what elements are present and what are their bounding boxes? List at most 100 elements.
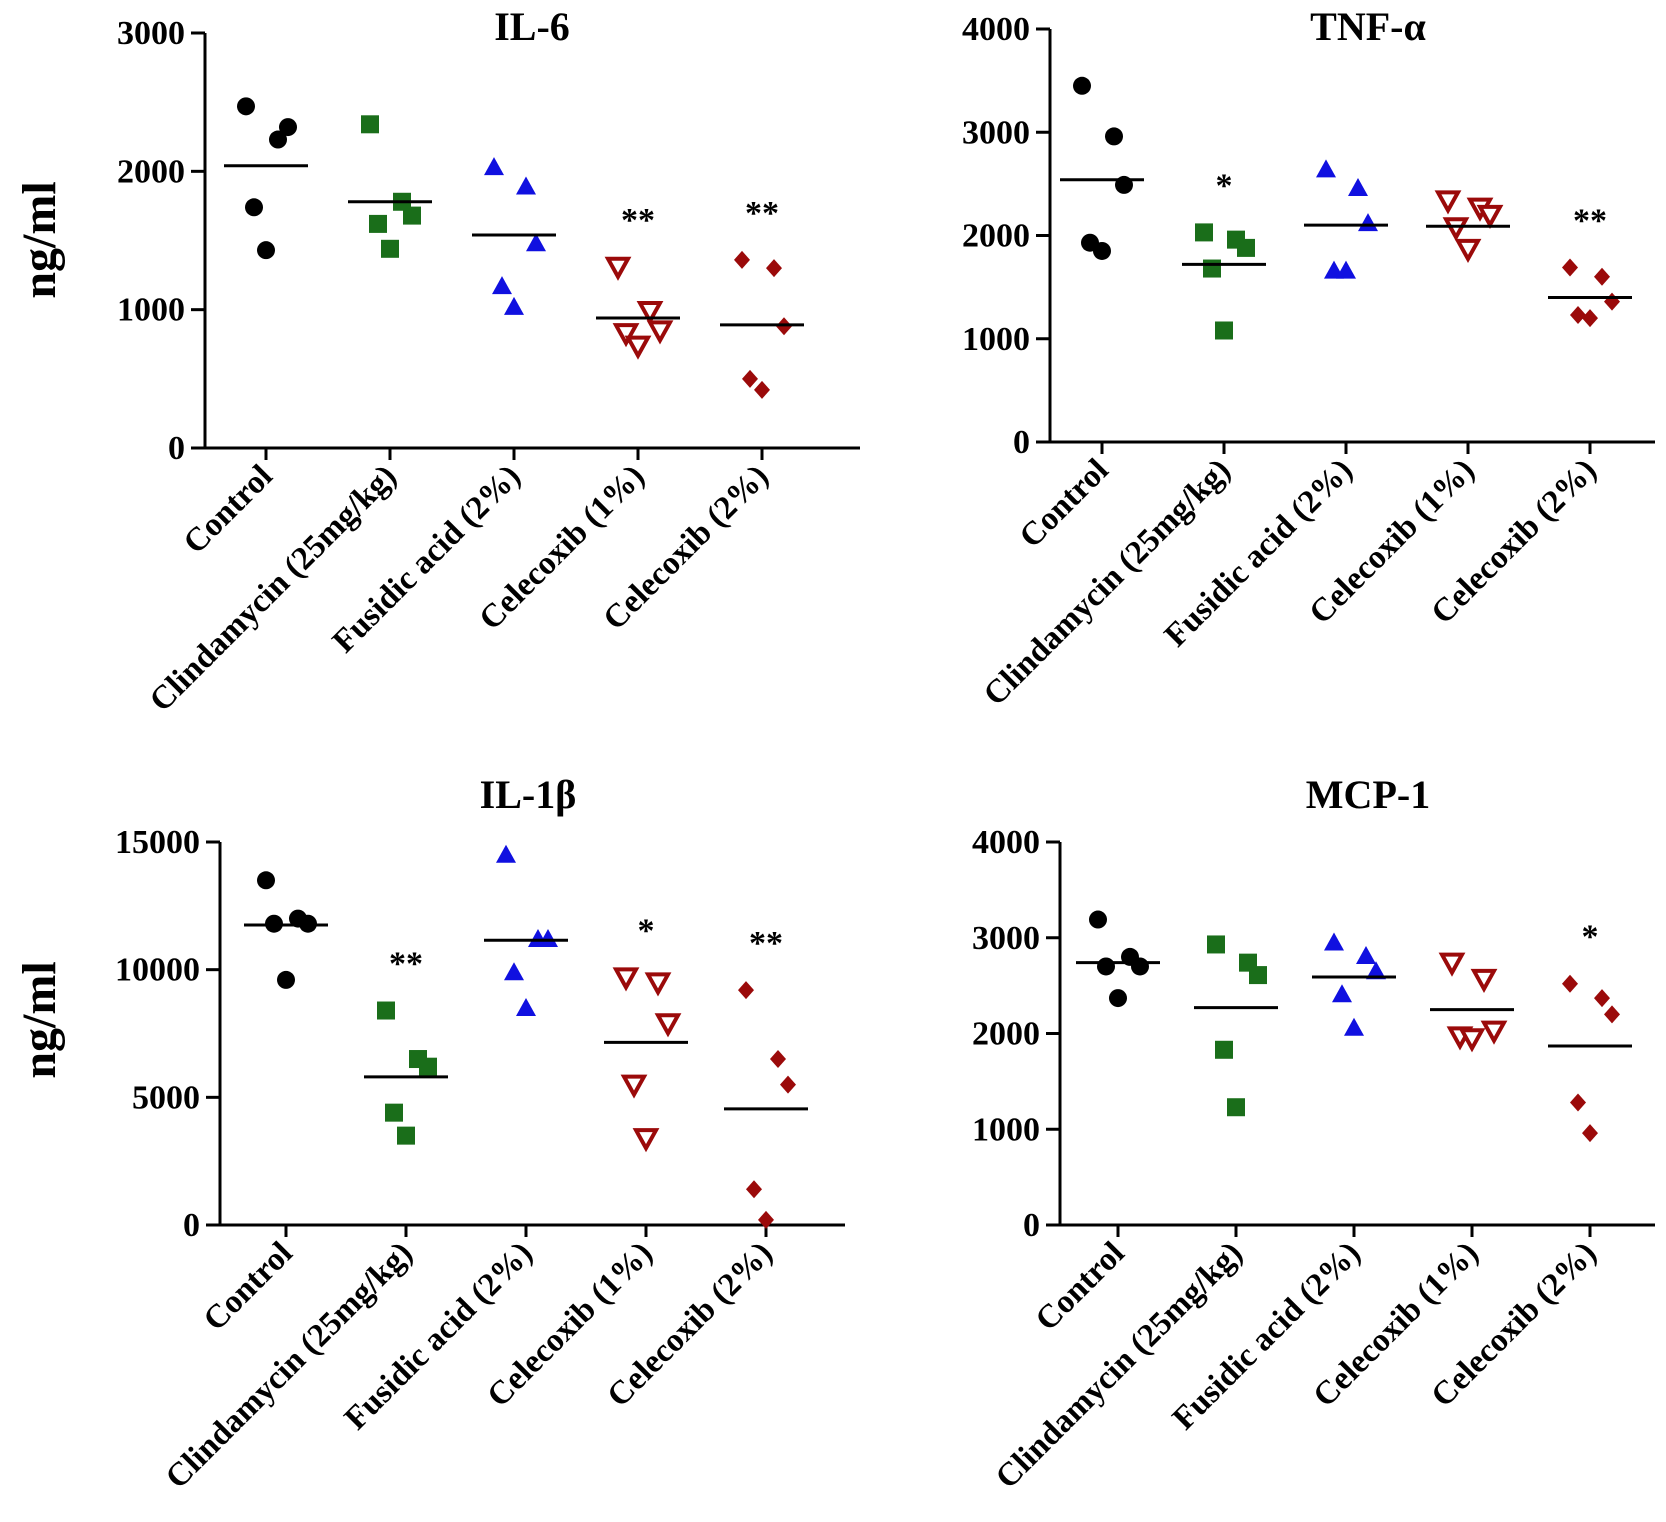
data-point xyxy=(1093,241,1111,260)
significance-label: * xyxy=(1582,919,1599,956)
series-celecoxib-1 xyxy=(1426,190,1510,264)
series-celecoxib-2: ** xyxy=(720,195,804,399)
data-point xyxy=(1582,309,1598,328)
data-point xyxy=(397,1126,415,1145)
data-point xyxy=(245,198,263,217)
data-point xyxy=(516,176,536,195)
data-point xyxy=(612,967,640,992)
data-point xyxy=(279,118,297,137)
data-point xyxy=(1562,974,1578,993)
data-point xyxy=(538,929,558,948)
chart-panel-mcp-1: MCP-101000200030004000ControlClindamycin… xyxy=(972,772,1655,1496)
y-tick-label: 0 xyxy=(1013,424,1030,461)
x-tick-label: Control xyxy=(177,458,280,561)
data-point xyxy=(377,1001,395,1020)
data-point xyxy=(1344,1017,1364,1036)
y-axis-label: ng/ml xyxy=(13,181,66,298)
data-point xyxy=(1215,321,1233,340)
y-tick-label: 15000 xyxy=(115,824,200,861)
data-point xyxy=(1203,259,1221,278)
x-tick-label: Clindamycin (25mg/kg) xyxy=(159,1235,420,1496)
y-tick-label: 10000 xyxy=(115,952,200,989)
chart-title: IL-6 xyxy=(494,4,570,49)
chart-panel-il-6: IL-6 ng/ml 0 1000 2000 3000 ControlClindamycin… xyxy=(13,4,860,719)
data-point xyxy=(1438,952,1466,977)
data-point xyxy=(632,1128,660,1153)
significance-label: ** xyxy=(389,946,423,983)
data-point xyxy=(1316,159,1336,178)
data-point xyxy=(624,335,652,360)
x-tick-label: Clindamycin (25mg/kg) xyxy=(977,452,1238,713)
data-point xyxy=(734,250,750,269)
data-point xyxy=(1604,1005,1620,1024)
series-clindamycin-25mg-kg xyxy=(348,115,432,258)
data-point xyxy=(742,369,758,388)
data-point xyxy=(1582,1124,1598,1143)
data-point xyxy=(369,214,387,233)
series-clindamycin-25mg-kg: * xyxy=(1182,167,1266,340)
series-control xyxy=(224,97,308,260)
y-tick-label: 1000 xyxy=(117,292,185,329)
series-clindamycin-25mg-kg: ** xyxy=(364,946,448,1145)
data-point xyxy=(1442,217,1470,242)
data-point xyxy=(1434,190,1462,215)
significance-label: * xyxy=(638,912,655,949)
data-point xyxy=(1249,966,1267,985)
data-point xyxy=(237,97,255,116)
data-point xyxy=(1454,238,1482,264)
data-point xyxy=(746,1180,762,1199)
data-point xyxy=(1336,260,1356,279)
data-point xyxy=(1358,213,1378,232)
data-point xyxy=(1366,961,1386,980)
series-control xyxy=(1076,910,1160,1008)
y-tick-label: 0 xyxy=(1023,1207,1040,1244)
chart-panel-il-1: IL-1β ng/ml 0 5000 10000 15000 ControlClindamy… xyxy=(13,772,845,1496)
y-tick-label: 4000 xyxy=(962,11,1030,48)
data-point xyxy=(1215,1040,1233,1059)
data-point xyxy=(1356,945,1376,964)
data-point xyxy=(496,844,516,863)
series-fusidic-acid-2 xyxy=(1312,932,1396,1036)
data-point xyxy=(1105,127,1123,146)
data-point xyxy=(257,241,275,260)
chart-title: TNF-α xyxy=(1310,4,1426,49)
series-fusidic-acid-2 xyxy=(472,157,556,315)
data-point xyxy=(1476,204,1504,229)
data-point xyxy=(1570,306,1586,325)
data-point xyxy=(758,1210,774,1229)
data-point xyxy=(484,157,504,176)
chart-title: MCP-1 xyxy=(1306,772,1430,817)
chart-title: IL-1β xyxy=(480,772,577,817)
data-point xyxy=(1207,935,1225,954)
data-point xyxy=(1131,957,1149,976)
data-point xyxy=(1089,910,1107,929)
data-point xyxy=(1324,932,1344,951)
data-point xyxy=(604,256,632,281)
y-tick-label: 3000 xyxy=(972,920,1040,957)
data-point xyxy=(1480,1020,1508,1045)
y-tick-label: 4000 xyxy=(972,824,1040,861)
y-tick-label: 3000 xyxy=(962,114,1030,151)
x-tick-label: Control xyxy=(1029,1235,1132,1338)
y-tick-label: 1000 xyxy=(972,1111,1040,1148)
series-fusidic-acid-2 xyxy=(484,844,568,1016)
series-celecoxib-2: ** xyxy=(1548,203,1632,328)
x-tick-label: Control xyxy=(197,1235,300,1338)
series-celecoxib-2: ** xyxy=(724,925,808,1229)
y-tick-label: 3000 xyxy=(117,15,185,52)
significance-label: ** xyxy=(621,202,655,239)
y-tick-label: 1000 xyxy=(962,321,1030,358)
data-point xyxy=(766,259,782,278)
data-point xyxy=(419,1057,437,1076)
data-point xyxy=(636,301,664,326)
significance-label: * xyxy=(1216,167,1233,204)
y-tick-label: 2000 xyxy=(972,1016,1040,1053)
significance-label: ** xyxy=(749,925,783,962)
data-point xyxy=(1570,1093,1586,1112)
data-point xyxy=(1073,76,1091,95)
data-point xyxy=(1348,178,1368,197)
data-point xyxy=(403,206,421,225)
y-axis-label: ng/ml xyxy=(13,961,66,1078)
y-tick-label: 5000 xyxy=(132,1079,200,1116)
